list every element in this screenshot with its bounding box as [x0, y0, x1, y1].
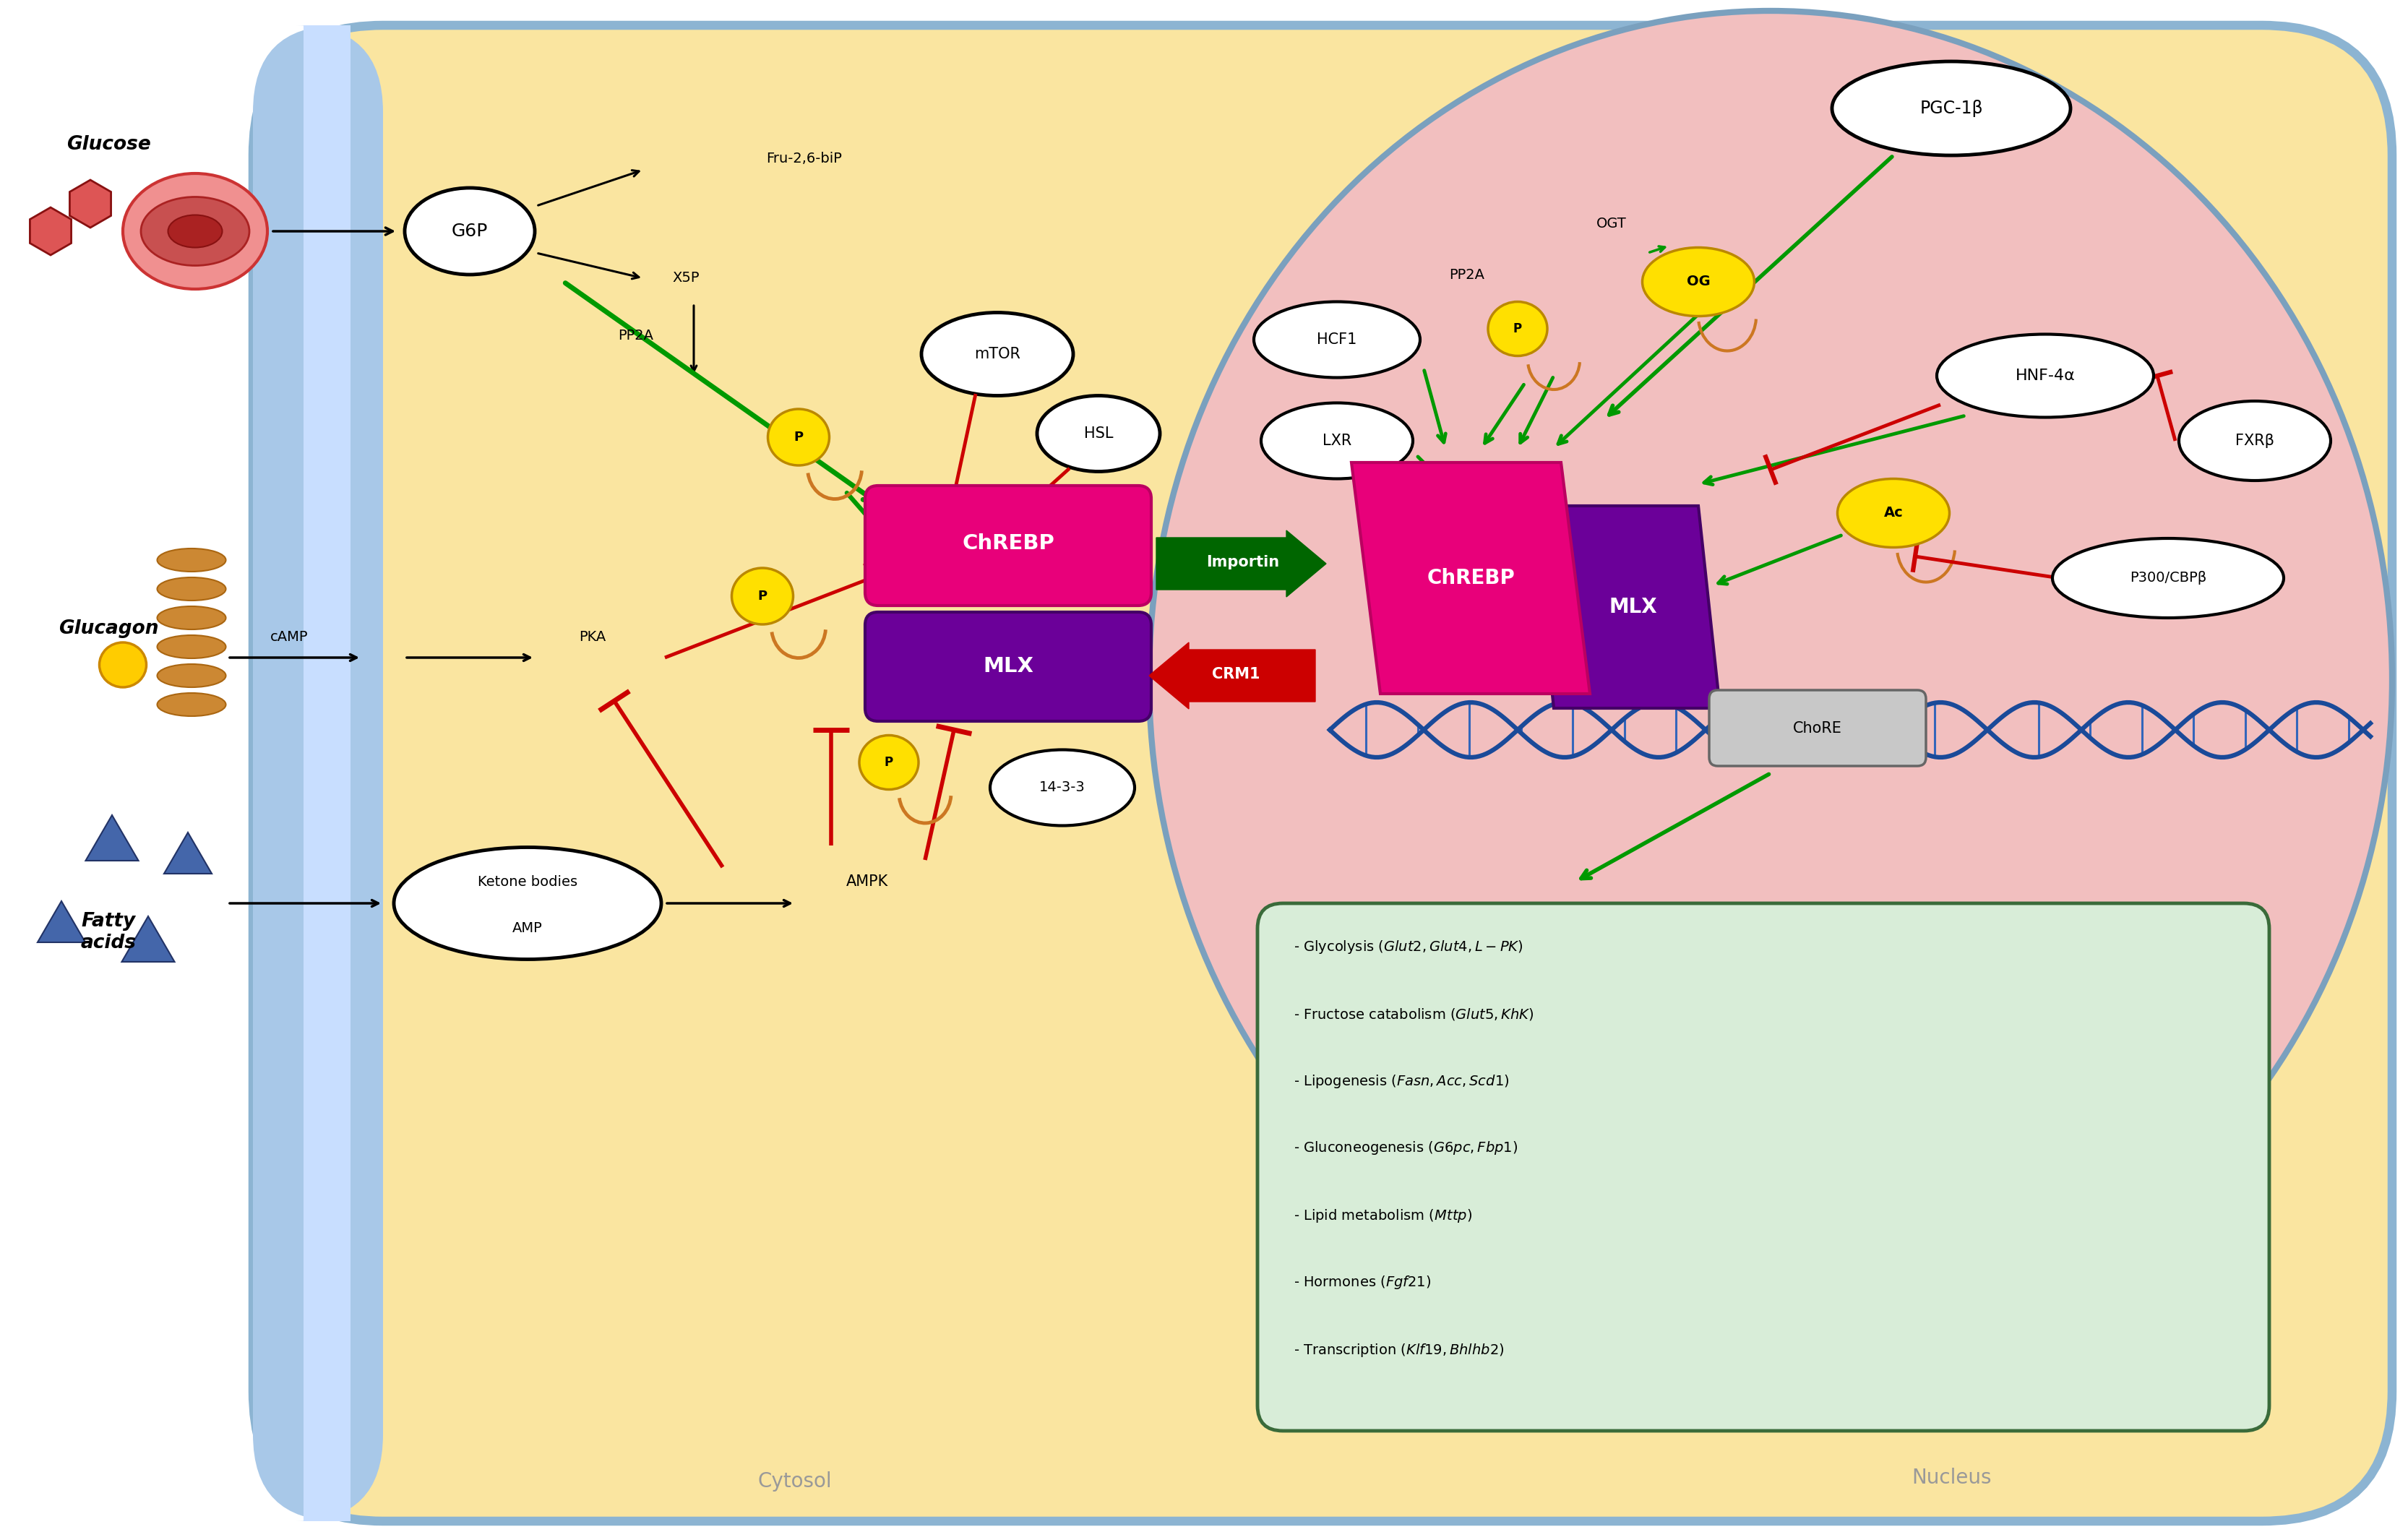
Ellipse shape — [2179, 401, 2331, 481]
Ellipse shape — [860, 735, 917, 789]
Polygon shape — [29, 207, 72, 256]
Ellipse shape — [99, 642, 147, 688]
Text: - Transcription ($\it{Klf19, Bhlhb2}$): - Transcription ($\it{Klf19, Bhlhb2}$) — [1293, 1342, 1505, 1359]
Ellipse shape — [732, 568, 792, 625]
Text: - Lipogenesis ($\it{Fasn, Acc, Scd1}$): - Lipogenesis ($\it{Fasn, Acc, Scd1}$) — [1293, 1072, 1510, 1089]
FancyBboxPatch shape — [253, 26, 2391, 1521]
Text: P300/CBPβ: P300/CBPβ — [2129, 571, 2206, 585]
Ellipse shape — [405, 188, 535, 274]
Ellipse shape — [157, 692, 226, 715]
Text: PGC-1β: PGC-1β — [1919, 100, 1982, 116]
Ellipse shape — [1488, 302, 1548, 355]
Ellipse shape — [395, 847, 662, 959]
Text: ChREBP: ChREBP — [1426, 568, 1515, 588]
Ellipse shape — [990, 749, 1134, 826]
Text: Glucose: Glucose — [65, 135, 152, 153]
Polygon shape — [123, 916, 173, 962]
Polygon shape — [1351, 463, 1589, 694]
Polygon shape — [39, 901, 84, 942]
Text: Ketone bodies: Ketone bodies — [477, 875, 578, 889]
Text: P: P — [884, 755, 893, 769]
Text: AMPK: AMPK — [845, 875, 889, 889]
Polygon shape — [164, 832, 212, 873]
Ellipse shape — [157, 578, 226, 601]
Text: Fatty
acids: Fatty acids — [79, 912, 137, 953]
Text: PP2A: PP2A — [1450, 268, 1486, 282]
Ellipse shape — [1642, 248, 1755, 316]
Text: - Glycolysis ($\it{Glut2, Glut4, L-PK}$): - Glycolysis ($\it{Glut2, Glut4, L-PK}$) — [1293, 938, 1524, 954]
Text: PP2A: PP2A — [619, 329, 653, 343]
Ellipse shape — [157, 636, 226, 659]
Ellipse shape — [157, 607, 226, 630]
Bar — [303, 26, 352, 1521]
Text: OGT: OGT — [1597, 218, 1628, 231]
Polygon shape — [87, 815, 137, 861]
FancyArrow shape — [1156, 530, 1327, 597]
Text: LXR: LXR — [1322, 434, 1351, 447]
Text: - Hormones ($\it{Fgf21}$): - Hormones ($\it{Fgf21}$) — [1293, 1275, 1430, 1291]
Text: Ac: Ac — [1883, 506, 1902, 519]
Text: cAMP: cAMP — [270, 631, 308, 645]
Polygon shape — [70, 179, 111, 228]
FancyBboxPatch shape — [253, 26, 383, 1521]
Ellipse shape — [123, 173, 267, 290]
Text: Cytosol: Cytosol — [759, 1471, 833, 1492]
Text: CRM1: CRM1 — [1211, 666, 1259, 682]
Text: Fru-2,6-biP: Fru-2,6-biP — [766, 152, 843, 165]
Text: - Gluconeogenesis ($\it{G6pc, Fbp1}$): - Gluconeogenesis ($\it{G6pc, Fbp1}$) — [1293, 1140, 1517, 1157]
Text: PKA: PKA — [580, 631, 607, 645]
Text: HCF1: HCF1 — [1317, 332, 1358, 346]
Ellipse shape — [1936, 334, 2153, 417]
Text: HNF-4α: HNF-4α — [2015, 369, 2076, 383]
Ellipse shape — [2052, 538, 2283, 617]
Text: P: P — [1512, 322, 1522, 336]
Ellipse shape — [922, 313, 1074, 395]
Text: ChREBP: ChREBP — [961, 533, 1055, 553]
Ellipse shape — [768, 409, 828, 466]
Text: X5P: X5P — [672, 271, 698, 285]
Ellipse shape — [1255, 302, 1421, 377]
FancyBboxPatch shape — [864, 486, 1151, 605]
Ellipse shape — [1837, 478, 1950, 547]
Ellipse shape — [1262, 403, 1413, 478]
FancyBboxPatch shape — [864, 613, 1151, 722]
Text: mTOR: mTOR — [975, 346, 1021, 362]
Text: AMP: AMP — [513, 922, 542, 936]
Ellipse shape — [157, 548, 226, 571]
Text: FXRβ: FXRβ — [2235, 434, 2273, 447]
Ellipse shape — [169, 214, 222, 248]
Text: - Fructose catabolism ($\it{Glut5, KhK}$): - Fructose catabolism ($\it{Glut5, KhK}$… — [1293, 1007, 1534, 1022]
Ellipse shape — [142, 198, 250, 265]
Polygon shape — [1531, 506, 1719, 708]
Text: - Lipid metabolism ($\it{Mttp}$): - Lipid metabolism ($\it{Mttp}$) — [1293, 1207, 1471, 1224]
FancyArrow shape — [1149, 642, 1315, 709]
Text: P: P — [795, 430, 804, 444]
Text: 14-3-3: 14-3-3 — [1040, 781, 1086, 795]
Ellipse shape — [157, 663, 226, 688]
Text: OG: OG — [1686, 274, 1710, 288]
Ellipse shape — [1832, 61, 2071, 155]
Text: Importin: Importin — [1206, 555, 1279, 570]
Text: P: P — [759, 590, 768, 602]
Text: HSL: HSL — [1084, 426, 1112, 441]
Text: G6P: G6P — [453, 222, 489, 241]
Text: Glucagon: Glucagon — [58, 619, 159, 639]
Ellipse shape — [1149, 11, 2391, 1348]
Text: MLX: MLX — [982, 656, 1033, 677]
FancyBboxPatch shape — [1710, 689, 1926, 766]
Text: ChoRE: ChoRE — [1794, 722, 1842, 735]
FancyBboxPatch shape — [1257, 904, 2268, 1431]
Ellipse shape — [1038, 395, 1161, 472]
Text: Nucleus: Nucleus — [1912, 1468, 1991, 1488]
Text: MLX: MLX — [1609, 597, 1657, 617]
